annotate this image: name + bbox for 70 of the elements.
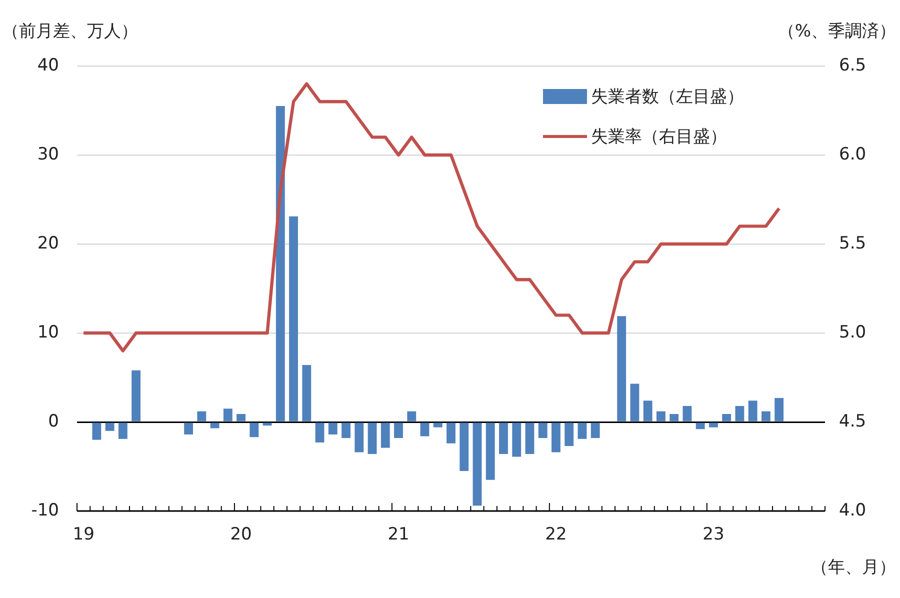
bar (184, 422, 194, 434)
y2-tick-label: 6.0 (839, 144, 866, 164)
bar (328, 422, 338, 434)
y-tick-label: -10 (31, 500, 59, 520)
bar (315, 422, 324, 442)
y-tick-label: 40 (37, 55, 59, 76)
bar (643, 400, 652, 422)
y2-tick-label: 5.0 (839, 322, 866, 342)
bar (197, 411, 206, 422)
x-axis-title: （年、月） (811, 557, 896, 578)
bar (223, 408, 232, 422)
x-tick-label: 22 (545, 524, 567, 545)
bar (210, 422, 220, 428)
y2-tick-label: 6.5 (839, 55, 866, 76)
bar (670, 414, 679, 422)
bar (105, 422, 114, 431)
bar (774, 398, 784, 422)
y-tick-label: 20 (37, 233, 59, 254)
bar (276, 106, 285, 422)
y2-tick-label: 4.0 (839, 500, 866, 520)
bar (499, 422, 508, 454)
bar (486, 422, 495, 480)
bar (578, 422, 587, 439)
x-tick-label: 20 (230, 524, 252, 545)
y-tick-label: 10 (37, 322, 59, 342)
bar (590, 422, 600, 438)
bar (446, 422, 456, 444)
bar (512, 422, 522, 457)
x-tick-label: 19 (72, 524, 94, 545)
bar (407, 411, 416, 422)
bar (552, 422, 560, 452)
bar (735, 406, 744, 422)
bar (420, 422, 430, 436)
bar (617, 316, 626, 422)
bar (460, 422, 469, 471)
bar (394, 422, 403, 438)
bar (525, 422, 534, 454)
bar (538, 422, 548, 438)
x-tick-label: 21 (388, 524, 410, 545)
bar (564, 422, 574, 446)
legend-label: 失業率（右目盛） (591, 126, 727, 148)
y2-tick-label: 4.5 (839, 411, 866, 432)
bar (630, 384, 640, 422)
bar (118, 422, 128, 439)
bar (656, 411, 666, 422)
y-axis-title: （前月差、万人） (2, 21, 138, 42)
bar (708, 422, 718, 428)
bar (92, 422, 102, 440)
bar (368, 422, 377, 454)
bar (289, 216, 298, 422)
bar (433, 422, 442, 428)
bar (761, 411, 770, 422)
bar (472, 422, 482, 506)
bar (682, 406, 692, 422)
bar (236, 414, 246, 422)
legend-label: 失業者数（左目盛） (591, 86, 744, 108)
x-tick-label: 23 (702, 524, 724, 545)
bar (748, 400, 758, 422)
bar (342, 422, 350, 438)
y2-tick-label: 5.5 (839, 233, 866, 254)
bar (722, 414, 732, 422)
y2-axis-title: （%、季調済） (778, 21, 896, 42)
bar (132, 370, 141, 422)
bar (302, 365, 312, 422)
y-tick-label: 30 (37, 144, 59, 164)
bar (696, 422, 705, 430)
bar (354, 422, 364, 452)
bar (250, 422, 259, 438)
bar (380, 422, 390, 448)
y-tick-label: 0 (48, 411, 59, 432)
